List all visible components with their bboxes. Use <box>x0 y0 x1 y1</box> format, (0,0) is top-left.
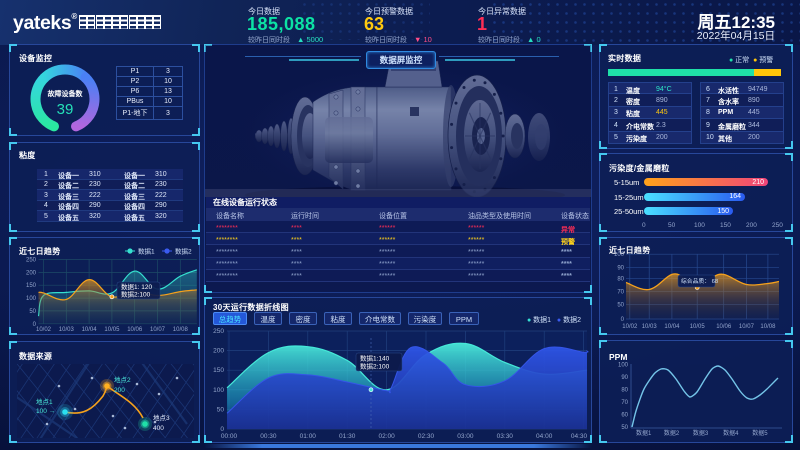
svg-text:10/06: 10/06 <box>716 324 732 330</box>
svg-text:90: 90 <box>617 265 624 271</box>
svg-text:数据1: 120: 数据1: 120 <box>121 282 152 291</box>
svg-text:50: 50 <box>621 425 628 431</box>
svg-text:01:30: 01:30 <box>339 433 356 440</box>
svg-text:0: 0 <box>621 317 625 323</box>
svg-text:数据1: 数据1 <box>636 429 652 437</box>
svg-text:100: 100 <box>614 252 625 258</box>
svg-text:10/03: 10/03 <box>642 324 658 330</box>
svg-text:150: 150 <box>213 367 224 374</box>
svg-text:100: 100 <box>618 362 629 368</box>
svg-text:10/04: 10/04 <box>664 324 680 330</box>
svg-text:数据4: 数据4 <box>723 429 739 437</box>
svg-text:10/02: 10/02 <box>36 327 52 333</box>
svg-text:地点2: 地点2 <box>114 375 131 384</box>
svg-text:10/07: 10/07 <box>739 324 755 330</box>
svg-text:02:30: 02:30 <box>418 433 435 440</box>
svg-text:200: 200 <box>114 387 125 394</box>
svg-text:60: 60 <box>621 412 628 418</box>
svg-text:数据2:100: 数据2:100 <box>121 290 151 299</box>
svg-text:04:00: 04:00 <box>536 433 553 440</box>
svg-text:10/08: 10/08 <box>760 324 776 330</box>
svg-text:10/08: 10/08 <box>173 327 189 333</box>
svg-text:80: 80 <box>621 387 628 393</box>
svg-text:10/06: 10/06 <box>127 327 143 333</box>
svg-text:10/05: 10/05 <box>690 324 706 330</box>
svg-text:10/07: 10/07 <box>150 327 166 333</box>
svg-text:00:30: 00:30 <box>260 433 277 440</box>
svg-text:0: 0 <box>220 426 224 433</box>
svg-text:03:00: 03:00 <box>457 433 474 440</box>
svg-text:数据3: 数据3 <box>693 429 709 437</box>
svg-text:数据2:100: 数据2:100 <box>360 362 390 371</box>
svg-text:10/05: 10/05 <box>104 327 120 333</box>
svg-text:39: 39 <box>57 101 74 118</box>
svg-text:01:00: 01:00 <box>300 433 317 440</box>
svg-text:综合品质： 68: 综合品质： 68 <box>681 277 718 285</box>
svg-text:03:30: 03:30 <box>497 433 514 440</box>
svg-text:50: 50 <box>617 303 624 309</box>
svg-text:90: 90 <box>621 375 628 381</box>
svg-text:00:00: 00:00 <box>221 433 238 440</box>
svg-text:数据2: 数据2 <box>175 247 192 256</box>
svg-text:100 →: 100 → <box>36 408 55 415</box>
svg-text:200: 200 <box>26 270 37 276</box>
svg-text:400: 400 <box>153 425 164 432</box>
svg-text:80: 80 <box>617 277 624 283</box>
svg-text:04:30: 04:30 <box>571 433 588 440</box>
svg-text:0: 0 <box>33 322 37 328</box>
svg-text:地点3: 地点3 <box>153 413 170 422</box>
svg-text:100: 100 <box>26 296 37 302</box>
svg-text:70: 70 <box>617 289 624 295</box>
svg-text:50: 50 <box>217 406 225 413</box>
svg-text:数据5: 数据5 <box>752 429 768 437</box>
svg-text:150: 150 <box>26 283 37 289</box>
svg-text:250: 250 <box>213 328 224 335</box>
svg-text:10/04: 10/04 <box>82 327 98 333</box>
svg-text:地点1: 地点1 <box>36 397 53 406</box>
svg-text:200: 200 <box>213 348 224 355</box>
svg-text:数据2: 数据2 <box>664 429 680 437</box>
svg-text:数据1:140: 数据1:140 <box>360 354 390 363</box>
svg-text:70: 70 <box>621 400 628 406</box>
svg-text:数据1: 数据1 <box>138 247 155 256</box>
svg-text:50: 50 <box>29 309 36 315</box>
svg-text:故障设备数: 故障设备数 <box>48 89 84 98</box>
svg-text:250: 250 <box>26 258 37 264</box>
svg-text:10/03: 10/03 <box>59 327 75 333</box>
svg-text:10/02: 10/02 <box>622 324 638 330</box>
svg-text:02:00: 02:00 <box>378 433 395 440</box>
svg-text:100: 100 <box>213 387 224 394</box>
